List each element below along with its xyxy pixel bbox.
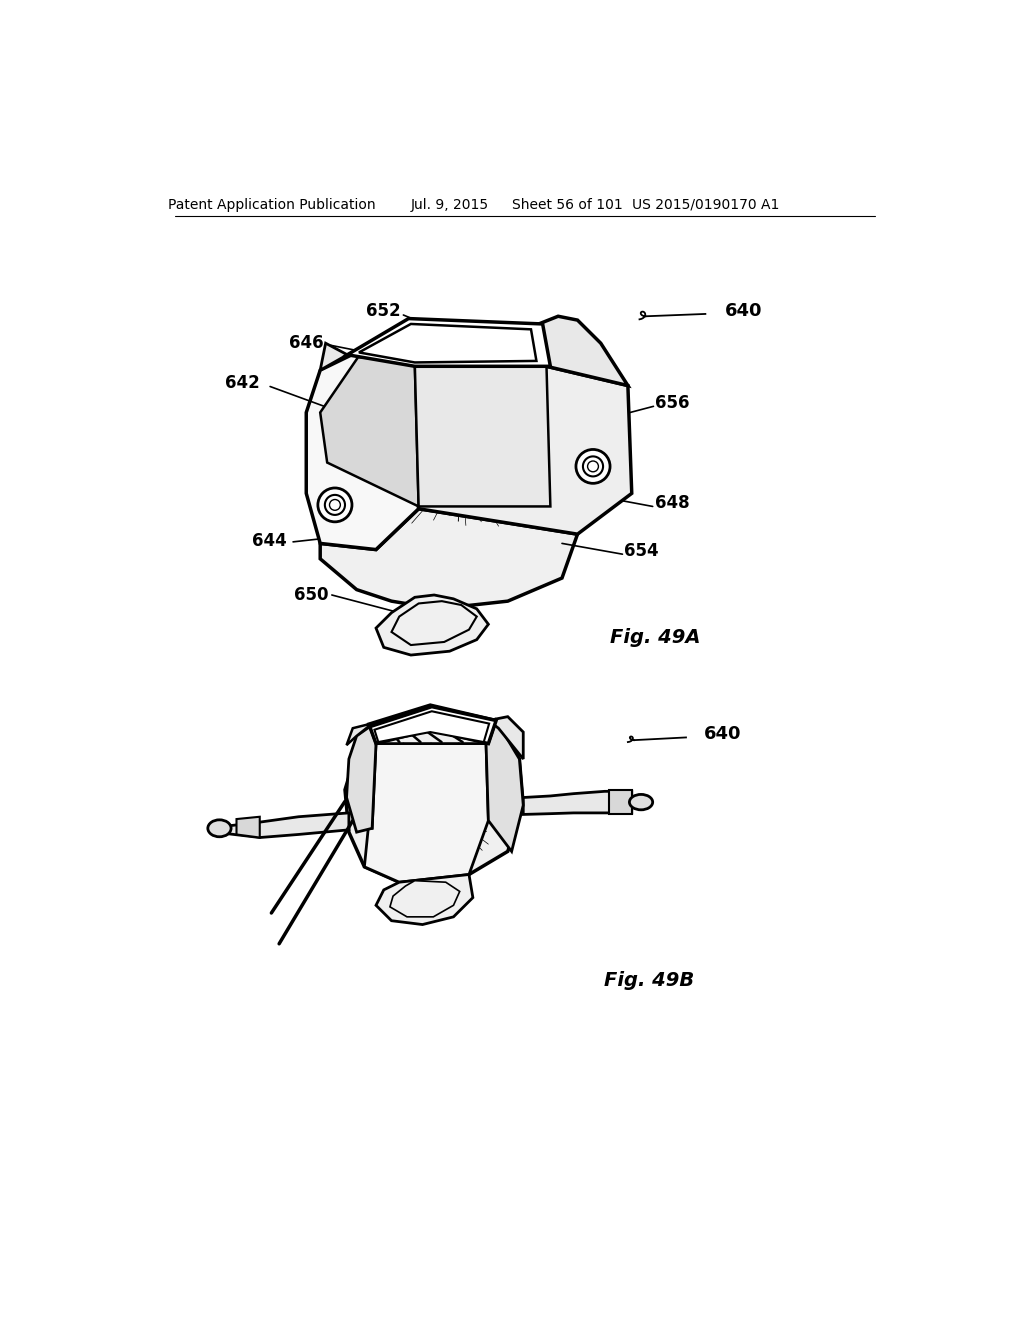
- Polygon shape: [415, 363, 550, 507]
- Polygon shape: [415, 367, 632, 535]
- Polygon shape: [321, 508, 578, 609]
- Polygon shape: [359, 323, 537, 363]
- Polygon shape: [321, 343, 347, 370]
- Polygon shape: [375, 711, 489, 742]
- Text: 644: 644: [253, 532, 287, 550]
- Polygon shape: [488, 717, 523, 759]
- Circle shape: [330, 499, 340, 511]
- Polygon shape: [346, 726, 376, 832]
- Circle shape: [317, 488, 352, 521]
- Polygon shape: [376, 595, 488, 655]
- Polygon shape: [237, 817, 260, 837]
- Polygon shape: [608, 789, 632, 814]
- Text: 642: 642: [225, 375, 260, 392]
- Text: 648: 648: [655, 495, 689, 512]
- Text: 656: 656: [655, 395, 689, 412]
- Text: 640: 640: [725, 302, 762, 319]
- Polygon shape: [346, 725, 369, 744]
- Text: 640: 640: [703, 726, 741, 743]
- Text: Sheet 56 of 101: Sheet 56 of 101: [512, 198, 623, 211]
- Text: 652: 652: [367, 302, 401, 319]
- Text: 646: 646: [289, 334, 324, 352]
- Ellipse shape: [208, 820, 231, 837]
- Polygon shape: [539, 317, 628, 385]
- Polygon shape: [390, 880, 460, 917]
- Circle shape: [583, 457, 603, 477]
- Circle shape: [588, 461, 598, 471]
- Polygon shape: [347, 318, 550, 367]
- Polygon shape: [321, 358, 419, 507]
- Polygon shape: [391, 601, 477, 645]
- Polygon shape: [370, 706, 496, 743]
- Polygon shape: [306, 352, 419, 549]
- Circle shape: [325, 495, 345, 515]
- Text: Patent Application Publication: Patent Application Publication: [168, 198, 375, 211]
- Polygon shape: [365, 743, 488, 882]
- Circle shape: [575, 449, 610, 483]
- Text: 654: 654: [624, 543, 658, 560]
- Text: Fig. 49A: Fig. 49A: [609, 628, 700, 647]
- Polygon shape: [345, 705, 523, 882]
- Ellipse shape: [630, 795, 652, 809]
- Text: Fig. 49B: Fig. 49B: [604, 972, 694, 990]
- Polygon shape: [376, 874, 473, 924]
- Polygon shape: [221, 813, 349, 837]
- Text: US 2015/0190170 A1: US 2015/0190170 A1: [632, 198, 779, 211]
- Polygon shape: [523, 792, 632, 814]
- Text: Jul. 9, 2015: Jul. 9, 2015: [411, 198, 488, 211]
- Polygon shape: [486, 721, 523, 851]
- Text: 650: 650: [295, 586, 329, 605]
